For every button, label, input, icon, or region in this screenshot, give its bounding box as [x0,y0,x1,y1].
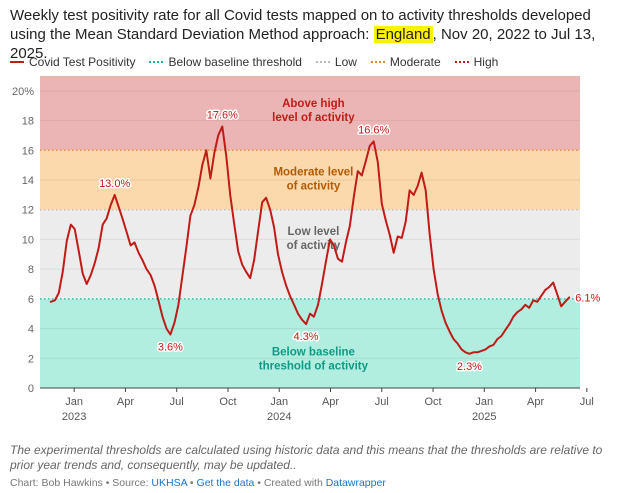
chart-title: Weekly test positivity rate for all Covi… [10,6,622,63]
legend-label-moderate: Moderate [389,55,441,69]
legend-label-line: Covid Test Positivity [29,55,136,69]
x-tick-year-label: 2023 [62,411,86,423]
x-tick-label: Apr [322,396,339,408]
datawrapper-link[interactable]: Datawrapper [325,477,386,489]
y-tick-label: 2 [28,353,34,365]
threshold-band-low [40,209,580,299]
y-tick-label: 6 [28,294,34,306]
band-label-low-line1: Low level [288,226,340,238]
legend-label-high: High [473,55,499,69]
threshold-band-below-baseline-threshold [40,298,580,388]
data-label: 6.1% [575,292,600,304]
get-data-link[interactable]: Get the data [196,477,255,489]
legend-label-baseline: Below baseline threshold [168,55,302,69]
title-text-post: , Nov 20, 2022 to Jul 13, 2025. [10,26,596,62]
data-label: 2.3% [457,361,482,373]
source-link-ukhsa[interactable]: UKHSA [151,477,188,489]
y-tick-label: 8 [28,264,34,276]
legend-swatch-high [454,61,469,63]
legend-swatch-low [315,61,330,63]
series-line-covid-test-positivity [49,125,571,355]
y-tick-label: 12 [22,205,34,217]
legend-label-low: Low [334,55,357,69]
band-label-baseline-line2: threshold of activity [259,360,369,372]
legend-item-line: Covid Test Positivity [10,55,135,69]
threshold-band-high [40,76,580,151]
x-tick-year-label: 2024 [267,411,291,423]
y-tick-label: 16 [22,145,34,157]
band-label-moderate-line2: of activity [287,181,341,193]
x-tick-label: Jan [65,396,83,408]
y-tick-label: 10 [22,234,34,246]
data-label: 4.3% [294,331,319,343]
title-highlight-england: England [373,26,433,43]
data-label: 13.0% [99,178,130,190]
x-tick-label: Jul [170,396,184,408]
source-prefix: Chart: Bob Hawkins • Source: [10,477,152,489]
source-separator: • [187,477,197,489]
title-text-pre: Weekly test positivity rate for all Covi… [10,7,591,43]
legend-item-moderate: Moderate [370,55,441,69]
y-tick-label: 20% [12,86,34,98]
data-label: 3.6% [158,342,183,354]
positivity-chart: 0 2 4 6 8 10 12 14 16 18 20% Jan 2023 Apr Jul Oct Jan 202… [12,76,602,423]
y-tick-label: 0 [28,383,34,395]
created-with-text: • Created with [254,477,326,489]
threshold-band-moderate [40,150,580,210]
y-tick-label: 14 [22,175,34,187]
source-line: Chart: Bob Hawkins • Source: UKHSA • Get… [10,477,620,489]
band-label-high-line1: Above high [282,98,345,110]
x-tick-label: Jan [475,396,493,408]
x-tick-label: Jul [375,396,389,408]
y-tick-label: 4 [28,324,34,336]
x-tick-label: Oct [219,396,236,408]
chart-legend: Covid Test Positivity Below baseline thr… [10,54,622,70]
x-tick-year-label: 2025 [472,411,496,423]
legend-swatch-moderate [370,61,385,63]
band-label-high-line2: level of activity [272,112,355,124]
footnote: The experimental thresholds are calculat… [10,443,603,472]
legend-swatch-baseline [149,61,164,63]
legend-swatch-line [10,61,24,63]
data-label: 16.6% [358,124,389,136]
data-label: 17.6% [207,110,238,122]
y-tick-label: 18 [22,116,34,128]
x-tick-label: Apr [527,396,544,408]
band-label-moderate-line1: Moderate level [273,167,353,179]
legend-item-high: High [454,55,499,69]
x-tick-label: Jan [270,396,288,408]
band-label-baseline-line1: Below baseline [272,346,355,358]
x-tick-label: Oct [424,396,441,408]
legend-item-baseline: Below baseline threshold [149,55,302,69]
x-tick-label: Apr [117,396,134,408]
x-tick-label: Jul [580,396,594,408]
legend-item-low: Low [315,55,357,69]
